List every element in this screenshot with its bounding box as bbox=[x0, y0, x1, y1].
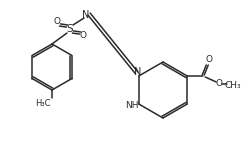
Text: O: O bbox=[216, 80, 223, 88]
Text: N: N bbox=[82, 10, 90, 20]
Text: O: O bbox=[79, 31, 87, 40]
Text: S: S bbox=[67, 24, 73, 34]
Text: CH₃: CH₃ bbox=[225, 81, 242, 91]
Text: O: O bbox=[206, 56, 213, 64]
Text: O: O bbox=[53, 17, 61, 27]
Text: H₃C: H₃C bbox=[35, 98, 51, 108]
Text: N: N bbox=[134, 67, 141, 77]
Text: NH: NH bbox=[125, 102, 138, 110]
